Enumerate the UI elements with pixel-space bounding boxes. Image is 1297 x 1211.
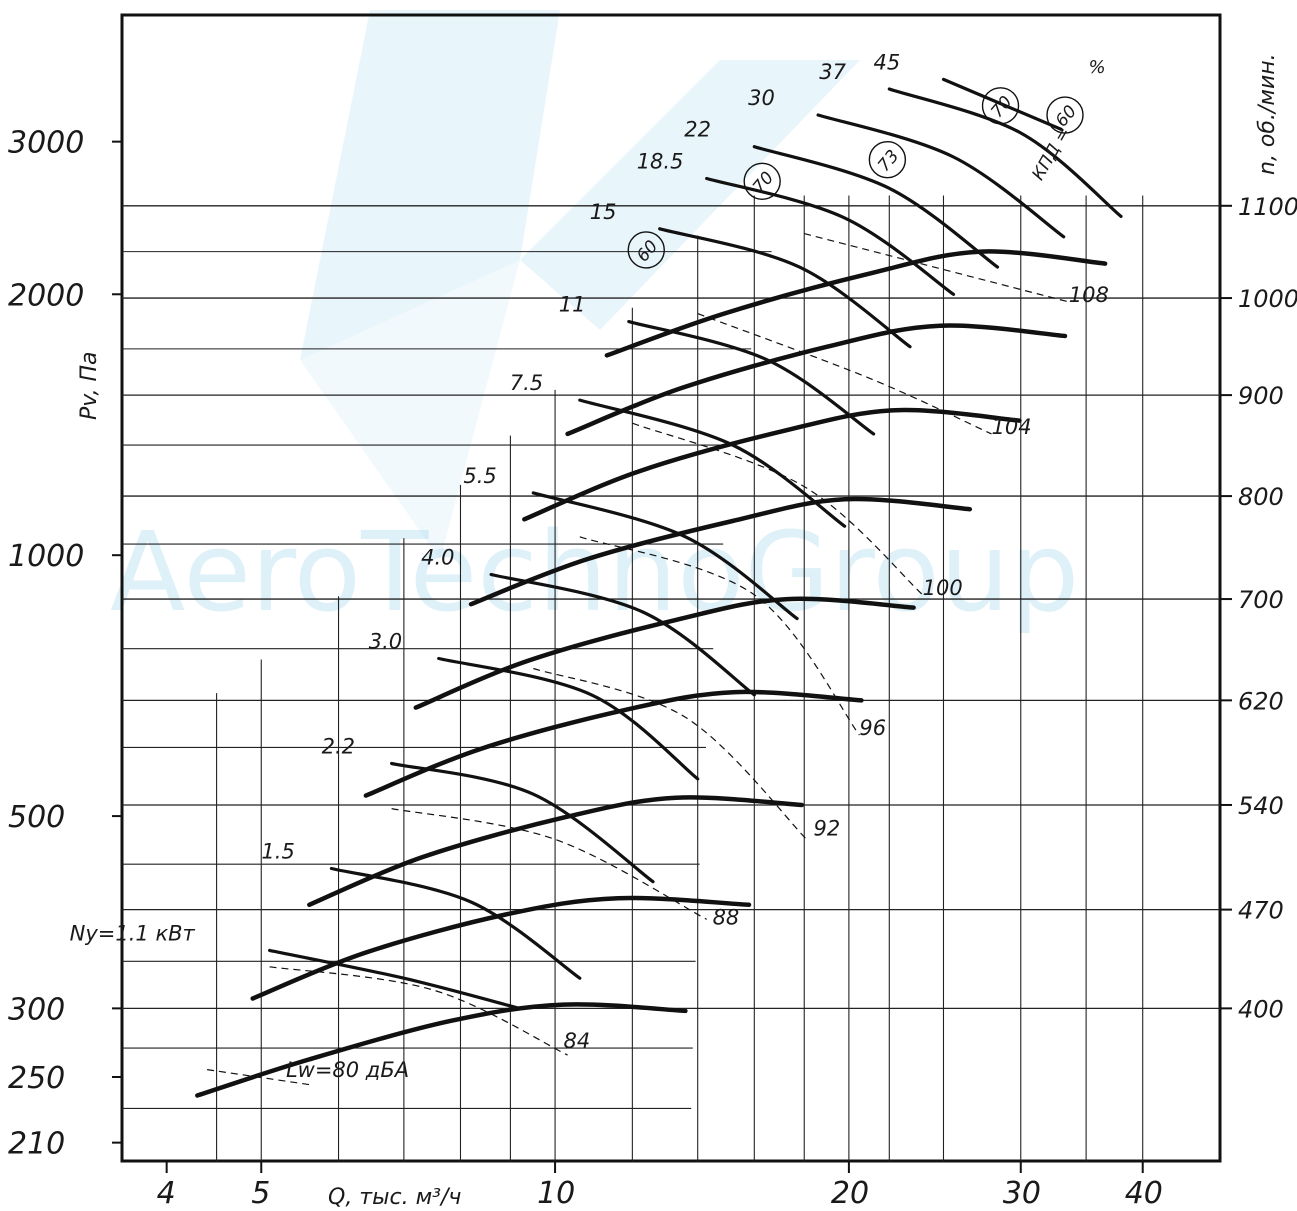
watermark-logo-shape-2 xyxy=(520,60,860,330)
noise-dashed-line xyxy=(533,667,808,840)
power-curve xyxy=(531,491,799,621)
power-curve xyxy=(658,227,912,349)
power-curve-label: 1.5 xyxy=(261,840,294,864)
right-tick-label: 540 xyxy=(1238,792,1284,820)
noise-dashed-line xyxy=(632,422,924,596)
power-curve xyxy=(437,656,700,781)
y-tick-label: 3000 xyxy=(8,126,84,161)
x-tick-label: 20 xyxy=(831,1176,869,1211)
right-tick-label: 800 xyxy=(1238,483,1284,511)
right-tick-label: 470 xyxy=(1238,897,1284,925)
x-tick-label: 5 xyxy=(251,1176,270,1211)
power-curve-label: Ny=1.1 кВт xyxy=(70,921,196,945)
efficiency-circle xyxy=(743,162,781,201)
speed-curve xyxy=(604,249,1108,358)
y-tick-label: 2000 xyxy=(8,278,84,313)
power-curve-label: 15 xyxy=(590,200,617,224)
power-curve xyxy=(887,87,1123,218)
axis-ticks: 4004705406207008009001000110021025030050… xyxy=(8,126,1297,1211)
power-curve-label: 11 xyxy=(559,293,586,317)
watermark-logo-shape-3 xyxy=(300,260,520,560)
speed-curve xyxy=(363,689,864,798)
x-axis-title: Q, тыс. м³/ч xyxy=(328,1185,461,1210)
speed-curves xyxy=(195,249,1108,1098)
power-curve-label: 4.0 xyxy=(421,545,454,569)
y-tick-label: 500 xyxy=(8,800,65,835)
right-tick-label: 700 xyxy=(1238,586,1284,614)
speed-curve xyxy=(413,596,916,710)
efficiency-title: КПД = xyxy=(1028,124,1074,184)
efficiency-value: 73 xyxy=(874,146,903,175)
watermark-text: AeroTechnoGroup xyxy=(110,508,1079,636)
power-curve-label: 2.2 xyxy=(322,734,355,758)
right-tick-label: 1100 xyxy=(1238,193,1297,221)
power-curve xyxy=(390,761,655,884)
power-curve xyxy=(627,320,876,436)
power-curve-label: 37 xyxy=(819,60,846,84)
y-tick-label: 1000 xyxy=(8,539,84,574)
noise-dashed-line xyxy=(391,808,707,920)
efficiency-value: 70 xyxy=(749,168,778,197)
plot-frame xyxy=(120,13,1222,1163)
noise-label: 96 xyxy=(859,716,886,740)
noise-label: 104 xyxy=(992,415,1032,439)
x-tick-label: 4 xyxy=(157,1176,176,1211)
power-curve xyxy=(941,77,1063,131)
noise-dashed-line xyxy=(697,313,992,435)
noise-label: 108 xyxy=(1069,283,1109,307)
noise-label: Lw=80 дБА xyxy=(286,1058,409,1082)
noise-dashed-line xyxy=(269,966,568,1056)
right-axis-title: n, об./мин. xyxy=(1255,53,1280,175)
noise-label: 88 xyxy=(713,905,740,929)
noise-dashed-line xyxy=(804,233,1069,303)
x-tick-label: 40 xyxy=(1125,1176,1163,1211)
right-tick-label: 1000 xyxy=(1238,285,1297,313)
speed-curve xyxy=(522,407,1022,522)
efficiency-circle xyxy=(981,87,1020,125)
power-curves xyxy=(268,77,1123,1010)
speed-curve xyxy=(565,323,1068,437)
efficiency-unit: % xyxy=(1089,57,1106,78)
y-tick-label: 210 xyxy=(8,1127,65,1162)
efficiency-circle xyxy=(868,140,907,179)
grid-layer xyxy=(122,195,1220,1161)
speed-curve xyxy=(250,895,752,1001)
power-curve-label: 7.5 xyxy=(510,371,543,395)
speed-curve xyxy=(468,496,973,607)
noise-label: 92 xyxy=(814,816,841,840)
power-curve xyxy=(752,145,1000,269)
right-tick-label: 900 xyxy=(1238,382,1284,410)
power-curve-label: 5.5 xyxy=(463,464,496,488)
power-curve xyxy=(578,398,847,528)
power-curve-label: 30 xyxy=(748,86,775,110)
right-tick-label: 400 xyxy=(1238,995,1284,1023)
watermark-logo-shape xyxy=(300,10,560,360)
watermark: AeroTechnoGroup xyxy=(110,10,1079,636)
efficiency-circle xyxy=(627,231,665,269)
power-curve xyxy=(489,572,756,697)
speed-curve xyxy=(195,1002,688,1098)
power-curve-label: 18.5 xyxy=(637,150,684,174)
y-tick-label: 300 xyxy=(8,992,65,1027)
noise-label: 84 xyxy=(563,1029,590,1053)
y-tick-label: 250 xyxy=(8,1061,65,1096)
noise-label: 100 xyxy=(923,576,963,600)
x-tick-label: 10 xyxy=(537,1176,575,1211)
efficiency-circle xyxy=(1046,96,1084,134)
power-curve xyxy=(329,866,582,980)
power-curve xyxy=(268,948,522,1010)
power-curve-label: 45 xyxy=(873,50,900,74)
x-tick-label: 30 xyxy=(1003,1176,1041,1211)
y-axis-title: Pv, Па xyxy=(77,351,102,420)
power-curve-label: 3.0 xyxy=(369,629,402,653)
power-curve xyxy=(705,176,956,296)
right-tick-label: 620 xyxy=(1238,687,1284,715)
power-curve xyxy=(816,113,1066,239)
power-curve-label: 22 xyxy=(684,118,711,142)
efficiency-value: 70 xyxy=(987,92,1016,121)
speed-curve xyxy=(307,795,805,908)
